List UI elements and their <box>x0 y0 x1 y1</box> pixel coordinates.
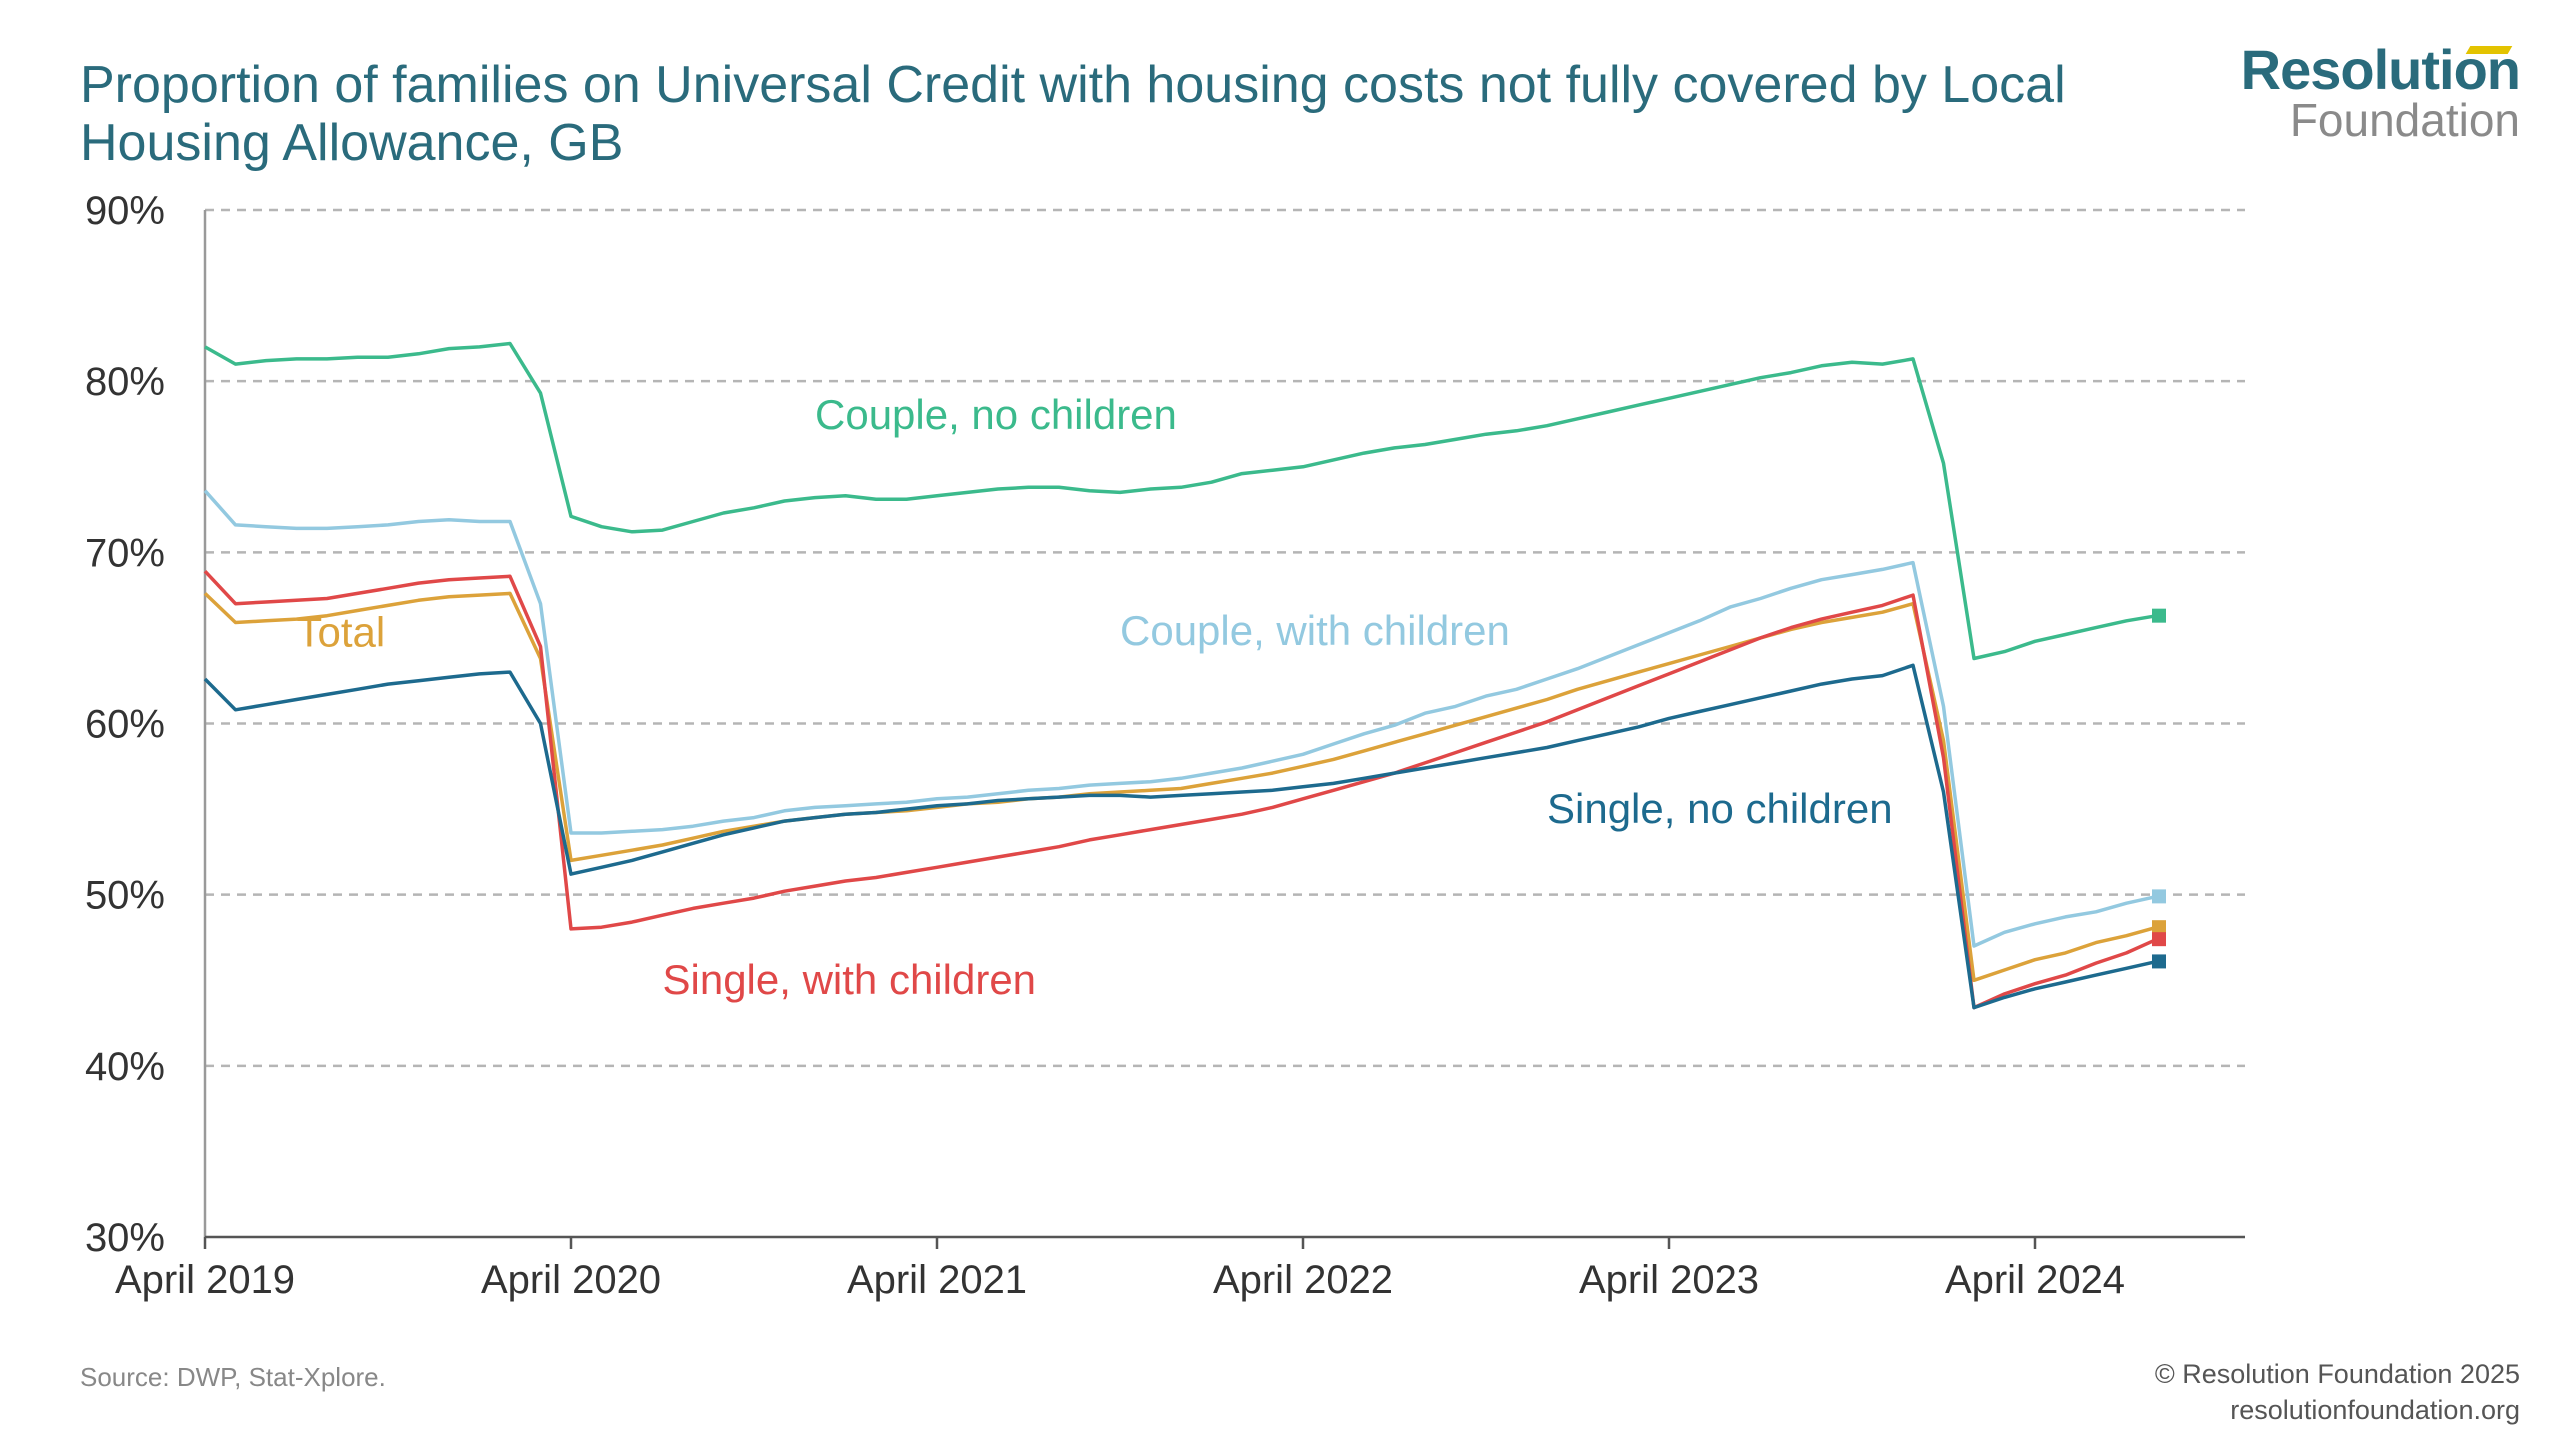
series-labels: Couple, no children Couple, with children… <box>297 391 1893 1003</box>
y-tick-label: 60% <box>85 703 165 747</box>
y-tick-label: 50% <box>85 874 165 918</box>
series-line <box>203 591 2158 983</box>
source-note: Source: DWP, Stat-Xplore. <box>80 1362 386 1392</box>
website-line: resolutionfoundation.org <box>2230 1395 2520 1425</box>
axes: 30% 40% 50% 60% 70% 80% 90% April 2019 April 202… <box>85 189 2245 1302</box>
chart-title-line-2: Housing Allowance, GB <box>80 114 624 172</box>
chart-title-line-1: Proportion of families on Universal Cred… <box>80 56 2066 114</box>
x-tick-label: April 2021 <box>847 1258 1027 1302</box>
series-label: Couple, with children <box>1120 607 1510 654</box>
copyright-note: © Resolution Foundation 2025 resolutionf… <box>2155 1356 2520 1428</box>
x-tick-label: April 2020 <box>481 1258 661 1302</box>
series-end-marker <box>2152 608 2166 623</box>
x-tick-label: April 2024 <box>1945 1258 2125 1302</box>
chart-title: Proportion of families on Universal Cred… <box>80 56 2180 172</box>
series-label: Total <box>297 608 386 655</box>
x-tick-label: April 2022 <box>1213 1258 1393 1302</box>
series-line <box>203 489 2158 948</box>
series-end-marker <box>2152 920 2166 935</box>
series-label: Single, no children <box>1547 785 1893 832</box>
series-label: Couple, no children <box>815 391 1177 438</box>
y-tick-label: 80% <box>85 360 165 404</box>
series-end-marker <box>2152 889 2166 904</box>
y-tick-label: 90% <box>85 189 165 233</box>
series-line <box>203 570 2158 1010</box>
x-tick-label: April 2023 <box>1579 1258 1759 1302</box>
gridlines <box>205 208 2245 1068</box>
series-label: Single, with children <box>663 956 1037 1003</box>
copyright-line: © Resolution Foundation 2025 <box>2154 1359 2520 1389</box>
resolution-foundation-logo: Resolution Foundation <box>2241 40 2521 146</box>
series-end-marker <box>2152 954 2166 969</box>
y-tick-label: 70% <box>85 531 165 575</box>
series-lines <box>203 341 2166 1010</box>
y-tick-label: 30% <box>85 1216 165 1260</box>
series-line <box>204 341 2158 661</box>
logo-text-bottom: Foundation <box>2289 94 2520 146</box>
series-end-marker <box>2152 932 2166 947</box>
y-tick-label: 40% <box>85 1045 165 1089</box>
x-tick-label: April 2019 <box>115 1258 295 1302</box>
series-line <box>203 663 2158 1010</box>
